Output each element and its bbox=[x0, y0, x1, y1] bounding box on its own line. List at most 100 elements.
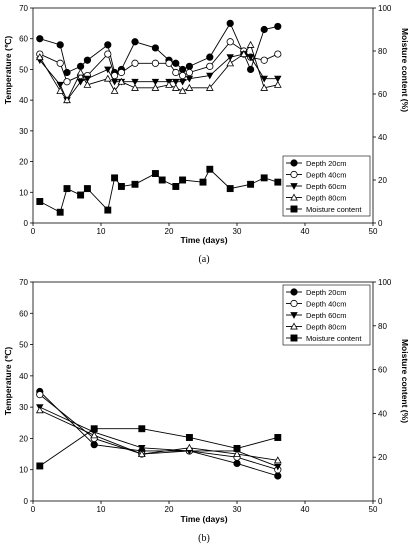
y-tick-label: 0 bbox=[24, 219, 29, 228]
data-point bbox=[36, 198, 44, 205]
data-point bbox=[273, 80, 282, 88]
data-point bbox=[90, 441, 98, 449]
data-point bbox=[274, 50, 282, 58]
x-tick-label: 50 bbox=[369, 505, 378, 514]
data-point bbox=[185, 443, 194, 451]
y-tick-label: 30 bbox=[19, 127, 28, 136]
data-point bbox=[76, 68, 85, 76]
legend-label: Depth 20cm bbox=[306, 288, 346, 297]
data-point bbox=[206, 62, 214, 70]
data-point bbox=[56, 81, 64, 89]
legend-marker bbox=[290, 193, 298, 201]
data-point bbox=[151, 170, 159, 178]
data-point bbox=[172, 183, 180, 190]
legend-marker bbox=[290, 170, 298, 179]
data-point bbox=[63, 96, 71, 104]
x-tick-label: 0 bbox=[31, 505, 36, 514]
legend-marker bbox=[290, 288, 298, 296]
legend-item-depth-80cm: Depth 80cm bbox=[286, 322, 346, 331]
x-axis-title: Time (days) bbox=[180, 514, 227, 524]
data-point bbox=[131, 59, 139, 67]
data-point bbox=[274, 434, 282, 441]
y-axis-title-left: Temperature (℃) bbox=[3, 36, 13, 105]
legend-item-depth-20cm: Depth 20cm bbox=[286, 159, 346, 168]
y-tick-label: 60 bbox=[19, 35, 28, 44]
series-group bbox=[35, 19, 282, 216]
data-point bbox=[110, 86, 119, 94]
data-point bbox=[246, 40, 255, 48]
y2-tick-label: 100 bbox=[378, 4, 392, 13]
data-point bbox=[158, 176, 166, 184]
series-line bbox=[39, 406, 278, 468]
data-point bbox=[63, 78, 71, 86]
legend-item-depth-40cm: Depth 40cm bbox=[286, 299, 346, 308]
y-axis-title-left: Temperature (℃) bbox=[3, 347, 13, 416]
data-point bbox=[110, 78, 119, 86]
legend-item-depth-20cm: Depth 20cm bbox=[286, 288, 346, 297]
x-tick-label: 50 bbox=[369, 227, 378, 236]
data-point bbox=[226, 38, 234, 46]
data-point bbox=[137, 450, 146, 458]
data-point bbox=[138, 444, 146, 452]
data-point bbox=[131, 180, 139, 188]
data-point bbox=[233, 444, 241, 452]
legend-label: Depth 60cm bbox=[306, 182, 346, 191]
series-depth-60cm bbox=[36, 51, 282, 104]
data-point bbox=[274, 75, 282, 83]
data-point bbox=[185, 68, 193, 77]
data-point bbox=[179, 71, 187, 80]
y2-tick-label: 0 bbox=[378, 219, 383, 228]
data-point bbox=[165, 80, 173, 88]
data-point bbox=[274, 22, 282, 31]
data-point bbox=[36, 462, 44, 470]
y2-tick-label: 100 bbox=[378, 278, 392, 287]
y-tick-label: 20 bbox=[19, 158, 28, 167]
legend-label: Depth 20cm bbox=[306, 159, 346, 168]
data-point bbox=[226, 185, 234, 193]
data-point bbox=[178, 78, 187, 86]
data-point bbox=[35, 53, 44, 61]
data-point bbox=[206, 53, 214, 61]
y-axis-title-right: Moisture content (%) bbox=[400, 339, 409, 423]
data-point bbox=[205, 83, 214, 91]
data-point bbox=[83, 185, 91, 193]
panel-label: (b) bbox=[198, 533, 210, 544]
y-tick-label: 10 bbox=[19, 188, 28, 197]
legend-item-moisture-content: Moisture content bbox=[286, 334, 362, 343]
data-point bbox=[111, 174, 119, 182]
data-point bbox=[104, 50, 112, 58]
legend-label: Moisture content bbox=[306, 334, 362, 343]
legend-label: Depth 40cm bbox=[306, 299, 346, 308]
data-point bbox=[165, 59, 173, 67]
series-depth-80cm bbox=[35, 40, 282, 104]
y2-tick-label: 20 bbox=[378, 176, 387, 185]
data-point bbox=[56, 86, 65, 94]
data-point bbox=[117, 183, 125, 190]
legend-marker bbox=[290, 334, 298, 342]
chart-panel-b: Temperature (℃) Moisture content (%) 0 10… bbox=[3, 278, 409, 544]
y2-tick-label: 60 bbox=[378, 90, 387, 99]
y2-tick-label: 40 bbox=[378, 133, 387, 142]
data-point bbox=[151, 59, 159, 67]
data-point bbox=[172, 59, 180, 67]
y-tick-label: 50 bbox=[19, 65, 28, 74]
series-depth-40cm bbox=[36, 38, 282, 86]
data-point bbox=[185, 434, 193, 441]
data-point bbox=[151, 83, 160, 91]
legend-marker bbox=[290, 205, 298, 213]
x-axis-title: Time (days) bbox=[180, 235, 227, 245]
legend-label: Depth 80cm bbox=[306, 322, 346, 331]
data-point bbox=[56, 41, 64, 49]
data-point bbox=[185, 83, 194, 91]
data-point bbox=[104, 41, 112, 49]
data-point bbox=[226, 54, 234, 61]
y-tick-label: 10 bbox=[19, 466, 28, 475]
y-tick-label: 50 bbox=[19, 341, 28, 350]
data-point bbox=[83, 56, 92, 64]
data-point bbox=[274, 463, 282, 471]
data-point bbox=[77, 191, 85, 199]
y-tick-label: 40 bbox=[19, 96, 28, 105]
x-tick-label: 30 bbox=[233, 505, 242, 514]
